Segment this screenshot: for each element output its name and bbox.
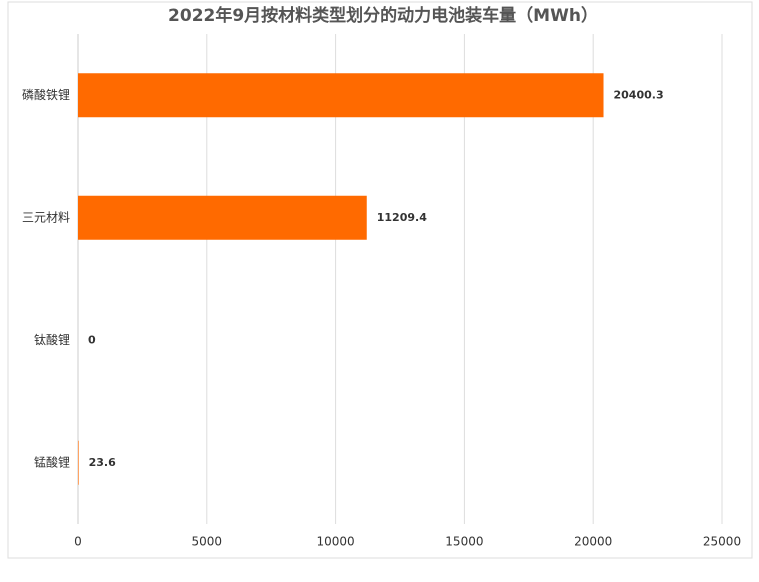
value-label: 11209.4 [377, 211, 427, 224]
value-label: 23.6 [89, 456, 116, 469]
bar [78, 73, 604, 118]
x-tick-label: 20000 [574, 535, 612, 549]
x-tick-label: 15000 [445, 535, 483, 549]
value-label: 0 [88, 333, 96, 346]
x-tick-label: 5000 [192, 535, 223, 549]
y-tick-label: 锰酸锂 [34, 454, 70, 469]
y-tick-label: 磷酸铁锂 [22, 87, 70, 102]
x-tick-label: 10000 [317, 535, 355, 549]
bar [78, 195, 367, 240]
chart-title: 2022年9月按材料类型划分的动力电池装车量（MWh） [168, 5, 598, 26]
bar [78, 440, 79, 485]
value-label: 20400.3 [614, 88, 664, 101]
x-tick-label: 25000 [703, 535, 741, 549]
y-tick-label: 钛酸锂 [34, 332, 70, 347]
y-tick-label: 三元材料 [22, 210, 70, 224]
x-tick-label: 0 [74, 535, 82, 549]
